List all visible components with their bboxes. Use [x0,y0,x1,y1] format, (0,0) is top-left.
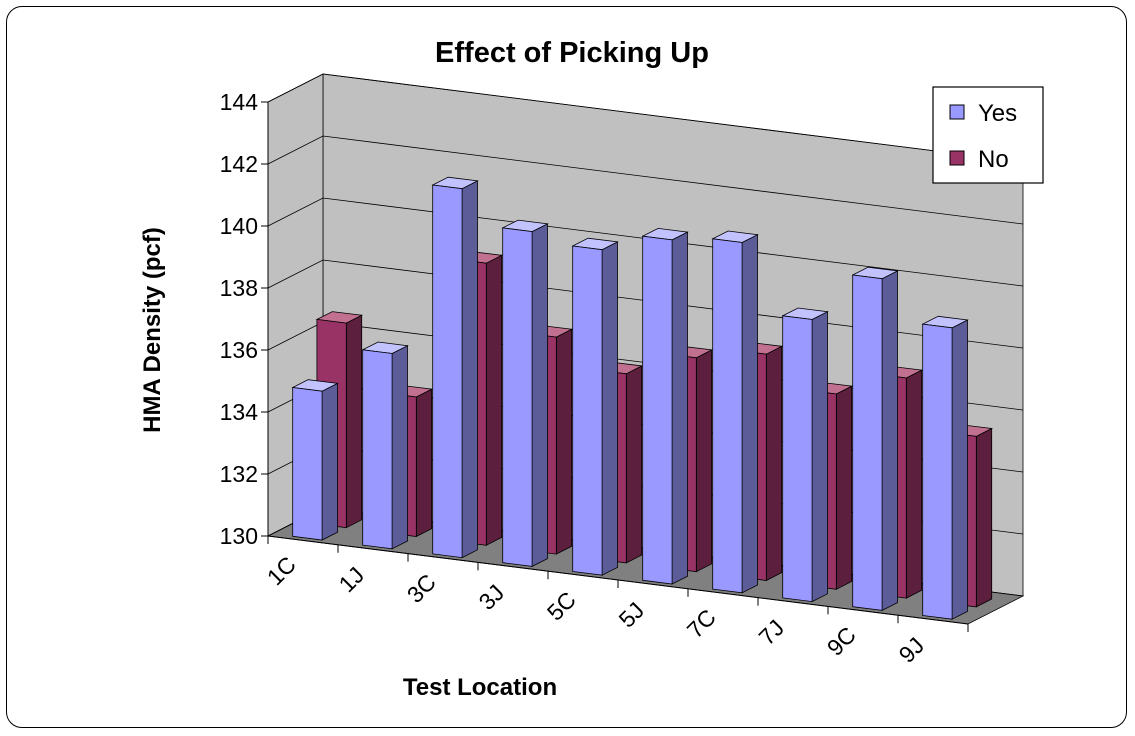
x-tick-label: 5C [542,586,581,625]
x-tick-label: 7J [754,615,790,651]
bar-yes-1c [291,379,339,541]
x-tick-label: 3C [402,569,441,608]
y-tick-label: 144 [220,89,259,115]
y-tick-label: 132 [220,461,258,487]
bar-front [922,323,953,620]
bar-side [555,328,573,555]
y-tick-label: 138 [220,275,258,301]
bar-yes-1j [361,341,409,550]
bar-side [811,311,828,603]
legend: Yes No [932,86,1044,184]
bar-front [292,387,323,541]
bar-front [712,238,743,594]
bar-side [391,345,408,550]
bar-side [671,231,688,585]
bar-yes-5j [641,227,689,585]
bar-side [765,345,783,582]
x-tick-label: 1C [262,551,301,590]
bar-yes-3j [501,219,549,568]
bar-side [461,180,478,559]
bar-front [852,274,883,611]
bar-front [432,184,463,559]
bar-side [881,270,898,612]
bar-yes-9c [851,266,899,612]
bar-side [485,254,503,546]
legend-box [932,86,1044,184]
legend-label-no: No [978,146,1009,173]
legend-swatch-yes [949,104,965,120]
y-tick-label: 142 [220,151,258,177]
bar-yes-7j [781,307,829,603]
bar-side [625,365,643,564]
bar-front [642,235,673,585]
legend-swatch-no [949,150,965,166]
y-tick-label: 140 [220,213,258,239]
bar-side [321,382,338,541]
x-tick-label: 9C [822,622,861,661]
bar-yes-9j [921,315,969,620]
bar-side [531,223,548,568]
bar-side [695,349,713,573]
x-tick-label: 1J [334,562,370,598]
x-tick-label: 3J [474,579,510,615]
x-tick-label: 7C [682,604,721,643]
y-axis-title: HMA Density (pcf) [139,227,166,433]
bar-side [905,369,923,599]
bar-front [502,227,533,567]
gridline [267,135,1024,225]
bar-side [975,427,993,608]
bar-front [362,349,393,550]
bar-yes-7c [711,230,759,594]
x-tick-label: 9J [894,632,930,668]
x-axis-title: Test Location [403,674,557,701]
bar-side [741,234,758,594]
bar-side [415,388,433,538]
bar-side [951,319,968,620]
bar-side [345,314,363,529]
bar-front [782,315,813,603]
y-tick-label: 130 [220,523,258,549]
bar-yes-5c [571,237,619,576]
bar-side [601,241,618,576]
bar-yes-3c [431,176,479,559]
y-tick-label: 134 [220,399,259,425]
legend-label-yes: Yes [978,100,1017,127]
y-tick-label: 136 [220,337,258,363]
bar-front [572,245,603,576]
bars [291,176,994,620]
x-tick-label: 5J [614,597,650,633]
bar-side [835,385,853,590]
gridline [267,73,1024,163]
gridline [267,197,1024,287]
chart-title: Effect of Picking Up [435,37,709,69]
